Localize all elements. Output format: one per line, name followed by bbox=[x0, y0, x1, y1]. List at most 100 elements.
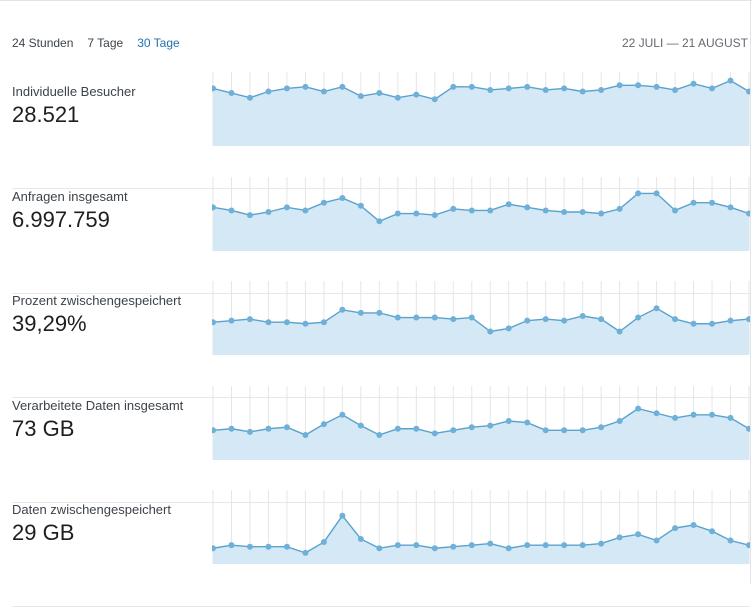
data-point[interactable] bbox=[431, 212, 438, 219]
data-point[interactable] bbox=[542, 316, 549, 323]
data-point[interactable] bbox=[524, 419, 531, 426]
data-point[interactable] bbox=[616, 418, 623, 424]
data-point[interactable] bbox=[320, 319, 327, 326]
data-point[interactable] bbox=[431, 430, 438, 437]
data-point[interactable] bbox=[413, 210, 420, 217]
data-point[interactable] bbox=[302, 549, 309, 556]
data-point[interactable] bbox=[320, 421, 327, 428]
data-point[interactable] bbox=[598, 316, 605, 323]
data-point[interactable] bbox=[413, 542, 420, 549]
data-point[interactable] bbox=[376, 431, 383, 438]
data-point[interactable] bbox=[542, 427, 549, 434]
data-point[interactable] bbox=[561, 85, 568, 92]
data-point[interactable] bbox=[505, 418, 512, 424]
data-point[interactable] bbox=[228, 425, 235, 432]
data-point[interactable] bbox=[302, 320, 309, 327]
data-point[interactable] bbox=[672, 414, 679, 421]
data-point[interactable] bbox=[450, 83, 457, 90]
data-point[interactable] bbox=[524, 83, 531, 90]
data-point[interactable] bbox=[265, 209, 272, 215]
data-point[interactable] bbox=[468, 83, 475, 90]
data-point[interactable] bbox=[746, 210, 750, 217]
data-point[interactable] bbox=[302, 207, 309, 214]
data-point[interactable] bbox=[727, 414, 734, 421]
data-point[interactable] bbox=[542, 86, 549, 93]
data-point[interactable] bbox=[524, 204, 531, 211]
data-point[interactable] bbox=[653, 305, 660, 312]
data-point[interactable] bbox=[653, 83, 660, 90]
data-point[interactable] bbox=[212, 545, 216, 552]
data-point[interactable] bbox=[487, 328, 494, 335]
data-point[interactable] bbox=[450, 205, 457, 212]
data-point[interactable] bbox=[376, 309, 383, 316]
data-point[interactable] bbox=[524, 542, 531, 549]
data-point[interactable] bbox=[727, 204, 734, 211]
data-point[interactable] bbox=[505, 85, 512, 92]
data-point[interactable] bbox=[376, 218, 383, 225]
data-point[interactable] bbox=[265, 319, 272, 326]
data-point[interactable] bbox=[357, 309, 364, 316]
data-point[interactable] bbox=[690, 80, 697, 87]
data-point[interactable] bbox=[212, 204, 216, 211]
data-point[interactable] bbox=[339, 195, 346, 202]
data-point[interactable] bbox=[357, 202, 364, 209]
data-point[interactable] bbox=[228, 317, 235, 324]
data-point[interactable] bbox=[727, 77, 734, 84]
data-point[interactable] bbox=[357, 422, 364, 429]
data-point[interactable] bbox=[283, 85, 290, 92]
data-point[interactable] bbox=[561, 427, 568, 434]
data-point[interactable] bbox=[709, 320, 716, 327]
tab-24-hours[interactable]: 24 Stunden bbox=[12, 36, 74, 50]
data-point[interactable] bbox=[468, 314, 475, 321]
data-point[interactable] bbox=[746, 425, 750, 432]
data-point[interactable] bbox=[487, 540, 494, 547]
data-point[interactable] bbox=[413, 91, 420, 98]
data-point[interactable] bbox=[228, 90, 235, 97]
data-point[interactable] bbox=[431, 545, 438, 552]
data-point[interactable] bbox=[339, 512, 346, 519]
data-point[interactable] bbox=[635, 82, 642, 89]
data-point[interactable] bbox=[376, 545, 383, 552]
data-point[interactable] bbox=[413, 314, 420, 321]
data-point[interactable] bbox=[283, 424, 290, 431]
data-point[interactable] bbox=[468, 424, 475, 431]
data-point[interactable] bbox=[394, 94, 401, 101]
data-point[interactable] bbox=[357, 93, 364, 100]
data-point[interactable] bbox=[212, 85, 216, 92]
data-point[interactable] bbox=[413, 425, 420, 432]
data-point[interactable] bbox=[450, 427, 457, 434]
data-point[interactable] bbox=[320, 88, 327, 95]
data-point[interactable] bbox=[265, 425, 272, 432]
data-point[interactable] bbox=[690, 320, 697, 327]
data-point[interactable] bbox=[487, 207, 494, 214]
data-point[interactable] bbox=[265, 543, 272, 550]
data-point[interactable] bbox=[709, 199, 716, 206]
data-point[interactable] bbox=[561, 317, 568, 324]
data-point[interactable] bbox=[635, 531, 642, 538]
data-point[interactable] bbox=[339, 306, 346, 313]
data-point[interactable] bbox=[283, 543, 290, 550]
data-point[interactable] bbox=[246, 316, 253, 323]
data-point[interactable] bbox=[339, 411, 346, 418]
data-point[interactable] bbox=[690, 199, 697, 206]
data-point[interactable] bbox=[727, 317, 734, 324]
data-point[interactable] bbox=[246, 543, 253, 550]
data-point[interactable] bbox=[505, 545, 512, 552]
data-point[interactable] bbox=[653, 190, 660, 197]
data-point[interactable] bbox=[616, 205, 623, 212]
data-point[interactable] bbox=[709, 85, 716, 92]
data-point[interactable] bbox=[542, 207, 549, 214]
data-point[interactable] bbox=[579, 313, 586, 319]
data-point[interactable] bbox=[579, 88, 586, 95]
data-point[interactable] bbox=[505, 325, 512, 332]
data-point[interactable] bbox=[542, 542, 549, 549]
data-point[interactable] bbox=[246, 94, 253, 101]
data-point[interactable] bbox=[598, 210, 605, 217]
data-point[interactable] bbox=[505, 201, 512, 208]
data-point[interactable] bbox=[468, 207, 475, 214]
data-point[interactable] bbox=[339, 83, 346, 90]
data-point[interactable] bbox=[228, 542, 235, 549]
data-point[interactable] bbox=[212, 427, 216, 434]
data-point[interactable] bbox=[468, 542, 475, 549]
tab-7-days[interactable]: 7 Tage bbox=[87, 36, 124, 50]
